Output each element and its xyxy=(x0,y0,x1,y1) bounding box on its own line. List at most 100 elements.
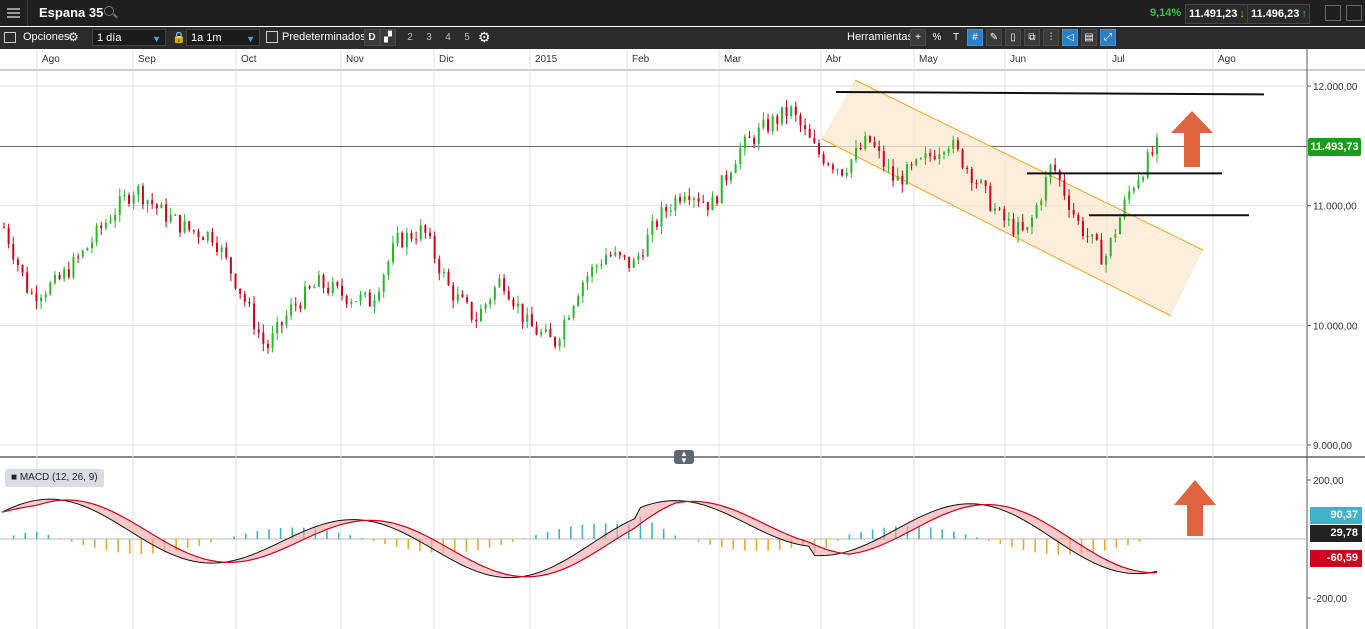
macd-fill xyxy=(2,499,1157,578)
candle-body xyxy=(632,259,635,268)
settings-gear-icon[interactable]: ⚙ xyxy=(68,30,79,44)
candle-body xyxy=(452,285,455,301)
candle-body xyxy=(114,214,117,221)
candle-body xyxy=(373,300,376,307)
candle-body xyxy=(49,282,52,295)
candle-body xyxy=(600,264,603,266)
x-tick-label: May xyxy=(919,54,938,65)
x-tick-label: Jun xyxy=(1010,54,1026,65)
range-value: 1a 1m xyxy=(191,32,222,44)
macd-histogram-bar xyxy=(477,539,479,551)
candle-body xyxy=(618,252,621,256)
candle-body xyxy=(1151,152,1154,155)
x-tick-label: Dic xyxy=(439,54,453,65)
candle-body xyxy=(544,328,547,332)
preset-4-button[interactable]: 4 xyxy=(440,29,456,46)
search-icon[interactable] xyxy=(104,6,114,16)
candle-body xyxy=(169,215,172,222)
calendar-icon[interactable] xyxy=(266,31,278,43)
macd-histogram-bar xyxy=(1022,539,1025,550)
preset-3-button[interactable]: 3 xyxy=(421,29,437,46)
candle-body xyxy=(81,250,84,257)
candle-body xyxy=(95,225,98,243)
candle-body xyxy=(322,274,325,288)
crosshair-tool-icon[interactable]: + xyxy=(910,29,926,46)
preset-5-button[interactable]: 5 xyxy=(459,29,475,46)
sell-price-button[interactable]: 11.491,23 ↓ xyxy=(1185,4,1248,24)
candle-body xyxy=(1044,177,1047,201)
options-button[interactable]: Opciones xyxy=(23,31,70,43)
close-window-icon[interactable] xyxy=(1346,5,1362,21)
preset-d-button[interactable]: D xyxy=(364,29,380,46)
candle-body xyxy=(63,269,66,279)
macd-histogram-bar xyxy=(1127,539,1129,546)
grid-tool-button[interactable]: # xyxy=(967,29,983,46)
candle-body xyxy=(892,166,895,181)
candle-body xyxy=(827,163,830,165)
candle-body xyxy=(3,227,5,229)
candle-body xyxy=(628,256,631,268)
price-chart[interactable]: Ago Sep Oct Nov Dic 2015 Feb Mar Abr May Jun Jul Ago… xyxy=(0,49,1365,629)
toolbar-gear-icon[interactable]: ⚙ xyxy=(478,29,491,45)
candle-body xyxy=(595,265,598,267)
percent-tool-button[interactable]: % xyxy=(929,29,945,46)
preset-2-button[interactable]: 2 xyxy=(402,29,418,46)
candle-body xyxy=(952,140,955,149)
macd-histogram-bar xyxy=(569,526,572,539)
interval-select[interactable]: 1 día ▼ xyxy=(92,29,166,46)
macd-histogram-bar xyxy=(128,539,131,554)
macd-histogram-bar xyxy=(1115,539,1118,549)
candle-body xyxy=(817,143,820,155)
macd-line-value: 29,78 xyxy=(1310,525,1362,542)
candle-body xyxy=(109,220,112,223)
candle-body xyxy=(1054,164,1057,171)
candle-body xyxy=(516,303,519,307)
macd-histogram-bar xyxy=(349,535,352,539)
candle-tool-icon[interactable]: ▯ xyxy=(1005,29,1021,46)
candle-body xyxy=(396,232,399,244)
candle-body xyxy=(1063,179,1066,196)
lock-icon[interactable]: 🔒 xyxy=(172,32,186,44)
candle-body xyxy=(526,314,529,322)
text-tool-button[interactable]: T xyxy=(948,29,964,46)
compare-tool-icon[interactable]: ⧉ xyxy=(1024,29,1040,46)
candle-body xyxy=(966,167,969,169)
candle-body xyxy=(86,247,89,251)
macd-indicator-label[interactable]: ■ MACD (12, 26, 9) xyxy=(5,469,104,487)
candle-body xyxy=(905,164,908,185)
candle-body xyxy=(947,148,950,153)
indicator-tool-icon[interactable]: ⫶ xyxy=(1043,29,1059,46)
candle-body xyxy=(266,343,269,348)
candle-body xyxy=(651,221,654,235)
detach-window-icon[interactable] xyxy=(1325,5,1341,21)
candle-body xyxy=(646,234,649,257)
candle-body xyxy=(642,255,645,257)
candle-body xyxy=(558,339,561,347)
candle-body xyxy=(271,333,274,348)
hamburger-menu-icon[interactable] xyxy=(0,0,28,26)
range-select[interactable]: 1a 1m ▼ xyxy=(186,29,260,46)
pane-splitter-handle[interactable]: ▲ ▼ xyxy=(674,450,694,465)
buy-price-button[interactable]: 11.496,23 ↑ xyxy=(1247,4,1310,24)
macd-histogram-bar xyxy=(291,527,294,539)
macd-histogram-bar xyxy=(871,529,874,539)
candle-body xyxy=(743,136,746,149)
candle-body xyxy=(1114,234,1117,238)
last-price-label: 11.493,73 xyxy=(1308,138,1361,156)
candle-body xyxy=(327,287,330,293)
label-tool-icon[interactable]: ◁ xyxy=(1062,29,1078,46)
macd-histogram-bar xyxy=(36,531,38,539)
draw-tool-icon[interactable]: ✎ xyxy=(986,29,1002,46)
candle-body xyxy=(739,148,742,164)
macd-histogram-bar xyxy=(674,535,677,539)
print-tool-icon[interactable]: ▤ xyxy=(1081,29,1097,46)
fullscreen-tool-icon[interactable]: ⤢ xyxy=(1100,29,1116,46)
macd-up-arrow-icon xyxy=(1174,480,1216,536)
chart-type-icon[interactable]: ▞ xyxy=(380,29,396,46)
candle-body xyxy=(387,261,390,276)
candle-body xyxy=(429,232,432,237)
candle-body xyxy=(535,326,538,335)
macd-histogram-bar xyxy=(384,539,386,545)
candle-body xyxy=(563,319,566,340)
panel-icon[interactable] xyxy=(4,32,16,43)
